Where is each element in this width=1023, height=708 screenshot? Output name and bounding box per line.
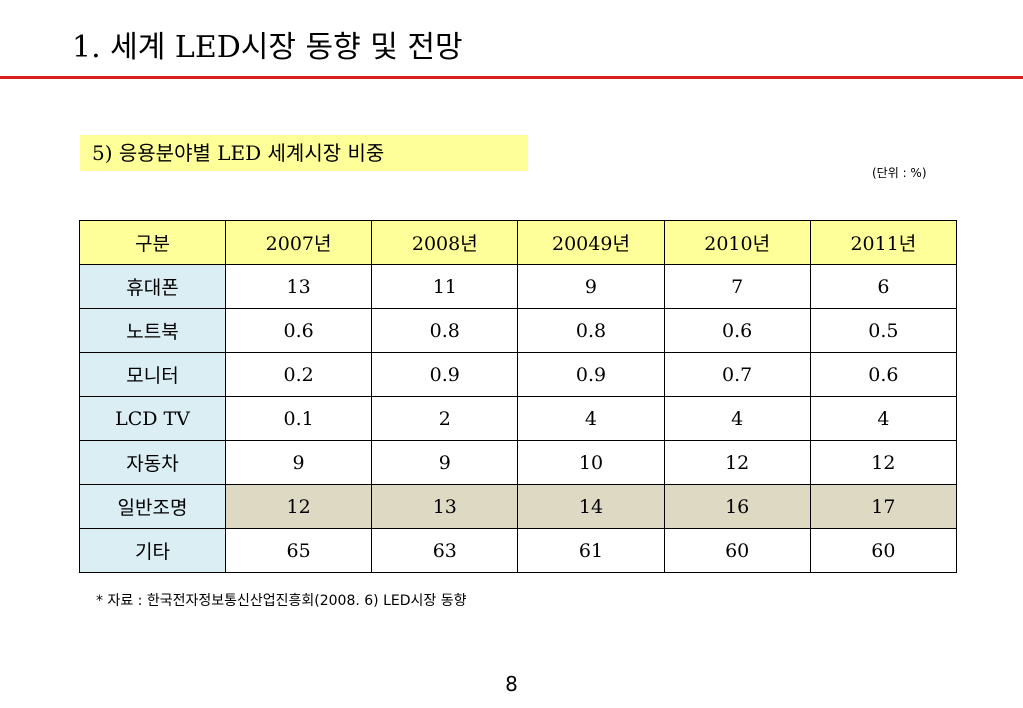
header-2007: 2007년 xyxy=(224,220,373,265)
slide-title: 1. 세계 LED시장 동향 및 전망 xyxy=(72,30,463,65)
table-cell: 0.1 xyxy=(224,396,373,441)
page-number: 8 xyxy=(505,672,518,696)
table-cell: 60 xyxy=(663,528,811,573)
table-cell: 0.8 xyxy=(517,308,665,353)
table-cell: 12 xyxy=(663,440,811,485)
row-label: 자동차 xyxy=(79,440,226,485)
table-cell: 0.6 xyxy=(224,308,373,353)
table-row-highlighted: 일반조명 12 13 14 16 17 xyxy=(79,484,958,529)
table-cell: 9 xyxy=(517,264,665,309)
row-label: 일반조명 xyxy=(79,484,226,529)
section-subtitle: 5) 응용분야별 LED 세계시장 비중 xyxy=(80,135,528,171)
market-share-table: 구분 2007년 2008년 20049년 2010년 2011년 휴대폰 13… xyxy=(79,220,958,573)
row-label: LCD TV xyxy=(79,396,226,441)
source-note: * 자료 : 한국전자정보통신산업진흥회(2008. 6) LED시장 동향 xyxy=(96,593,467,609)
table-row: 모니터 0.2 0.9 0.9 0.7 0.6 xyxy=(79,352,958,397)
title-divider xyxy=(0,76,1023,79)
table-cell: 0.6 xyxy=(663,308,811,353)
table-cell: 60 xyxy=(809,528,958,573)
table-cell: 4 xyxy=(663,396,811,441)
table-cell: 7 xyxy=(663,264,811,309)
header-category: 구분 xyxy=(79,220,226,265)
table-row: 기타 65 63 61 60 60 xyxy=(79,528,958,573)
table-row: 노트북 0.6 0.8 0.8 0.6 0.5 xyxy=(79,308,958,353)
header-2009: 20049년 xyxy=(517,220,665,265)
table-cell: 12 xyxy=(809,440,958,485)
table-cell: 6 xyxy=(809,264,958,309)
header-2008: 2008년 xyxy=(371,220,519,265)
unit-note: (단위 : %) xyxy=(872,166,927,180)
table-cell: 61 xyxy=(517,528,665,573)
table-row: LCD TV 0.1 2 4 4 4 xyxy=(79,396,958,441)
table-cell: 10 xyxy=(517,440,665,485)
table-row: 자동차 9 9 10 12 12 xyxy=(79,440,958,485)
table-cell: 9 xyxy=(224,440,373,485)
table-cell: 4 xyxy=(809,396,958,441)
table-cell: 63 xyxy=(371,528,519,573)
table-row: 휴대폰 13 11 9 7 6 xyxy=(79,264,958,309)
table-cell: 13 xyxy=(224,264,373,309)
row-label: 노트북 xyxy=(79,308,226,353)
table-cell: 14 xyxy=(517,484,665,529)
table-cell: 9 xyxy=(371,440,519,485)
table-cell: 17 xyxy=(809,484,958,529)
table-cell: 0.8 xyxy=(371,308,519,353)
table-cell: 0.9 xyxy=(517,352,665,397)
row-label: 휴대폰 xyxy=(79,264,226,309)
header-2010: 2010년 xyxy=(663,220,811,265)
table-cell: 11 xyxy=(371,264,519,309)
table-header-row: 구분 2007년 2008년 20049년 2010년 2011년 xyxy=(79,220,958,265)
table-cell: 12 xyxy=(224,484,373,529)
table-cell: 0.7 xyxy=(663,352,811,397)
table-cell: 13 xyxy=(371,484,519,529)
row-label: 모니터 xyxy=(79,352,226,397)
header-2011: 2011년 xyxy=(809,220,958,265)
table-cell: 4 xyxy=(517,396,665,441)
row-label: 기타 xyxy=(79,528,226,573)
table-cell: 65 xyxy=(224,528,373,573)
table-cell: 2 xyxy=(371,396,519,441)
table-cell: 0.6 xyxy=(809,352,958,397)
table-cell: 0.5 xyxy=(809,308,958,353)
table-cell: 0.2 xyxy=(224,352,373,397)
table-cell: 0.9 xyxy=(371,352,519,397)
table-cell: 16 xyxy=(663,484,811,529)
